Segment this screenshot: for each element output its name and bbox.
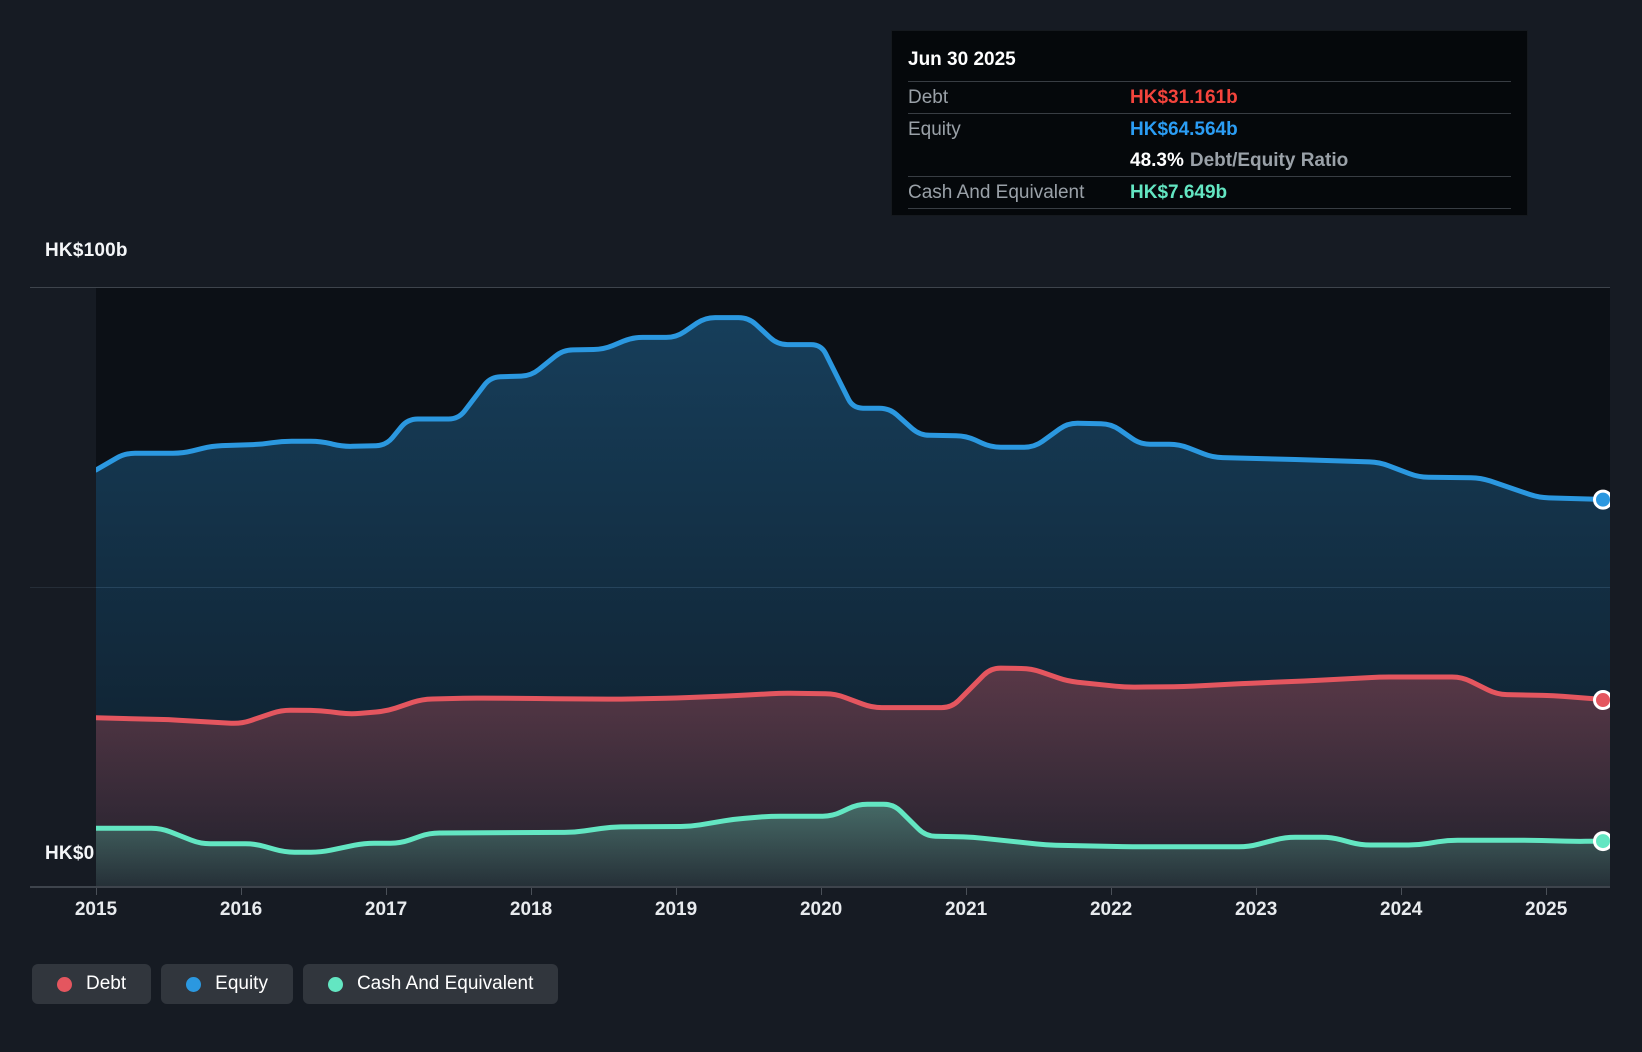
legend-cash-label: Cash And Equivalent — [356, 973, 534, 994]
x-tick-mark — [1256, 888, 1258, 895]
tooltip-ratio-label: Debt/Equity Ratio — [1189, 149, 1349, 171]
legend-equity-label: Equity — [215, 973, 268, 994]
chart-tooltip: Jun 30 2025 Debt HK$31.161b Equity HK$64… — [891, 30, 1528, 216]
x-tick-mark — [821, 888, 823, 895]
cash-and-equivalent-line — [96, 801, 1610, 855]
x-tick-label-2015: 2015 — [74, 899, 118, 920]
tooltip-row-cash: Cash And Equivalent HK$7.649b — [908, 177, 1511, 209]
tooltip-equity-label: Equity — [908, 118, 961, 140]
x-tick-label-2021: 2021 — [944, 899, 988, 920]
equity-end-marker — [1593, 489, 1610, 510]
x-tick-label-2018: 2018 — [509, 899, 553, 920]
x-tick-label-2016: 2016 — [219, 899, 263, 920]
tooltip-cash-value: HK$7.649b — [1130, 181, 1228, 203]
debt-line — [96, 665, 1610, 726]
cash-and-equivalent-area — [96, 804, 1610, 887]
y-axis-label-bottom: HK$0 — [45, 843, 95, 864]
tooltip-cash-label: Cash And Equivalent — [908, 181, 1085, 203]
chart-legend: Debt Equity Cash And Equivalent — [32, 964, 559, 1004]
gridline-100b — [30, 287, 1610, 288]
tooltip-debt-label: Debt — [908, 86, 949, 108]
tooltip-ratio-value: 48.3% — [1130, 149, 1184, 171]
tooltip-date: Jun 30 2025 — [908, 41, 1511, 82]
equity-color-dot — [186, 976, 202, 992]
x-tick-label-2022: 2022 — [1089, 899, 1133, 920]
tooltip-row-debt: Debt HK$31.161b — [908, 82, 1511, 114]
x-tick-label-2024: 2024 — [1380, 899, 1423, 920]
legend-item-equity[interactable]: Equity — [161, 964, 293, 1004]
x-tick-mark — [1111, 888, 1113, 895]
x-tick-mark — [96, 888, 97, 895]
x-tick-label-2023: 2023 — [1235, 899, 1278, 920]
x-tick-mark — [531, 888, 533, 895]
legend-debt-label: Debt — [86, 973, 127, 994]
tooltip-row-ratio: 48.3% Debt/Equity Ratio — [908, 145, 1511, 177]
cash-and-equivalent-end-marker — [1593, 831, 1610, 852]
x-tick-label-2025: 2025 — [1525, 899, 1568, 920]
x-axis-line — [30, 886, 1610, 888]
cash-color-dot — [327, 976, 343, 992]
tooltip-debt-value: HK$31.161b — [1130, 86, 1238, 108]
tooltip-equity-value: HK$64.564b — [1130, 118, 1238, 140]
x-tick-label-2020: 2020 — [799, 899, 843, 920]
x-tick-mark — [1546, 888, 1548, 895]
x-tick-label-2017: 2017 — [364, 899, 408, 920]
debt-color-dot — [57, 976, 72, 992]
x-tick-mark — [676, 888, 678, 895]
legend-item-cash[interactable]: Cash And Equivalent — [302, 964, 559, 1004]
chart-plot-area[interactable] — [96, 287, 1610, 887]
tooltip-row-equity: Equity HK$64.564b — [908, 114, 1511, 145]
x-tick-label-2019: 2019 — [654, 899, 698, 920]
debt-end-marker — [1593, 690, 1610, 711]
legend-item-debt[interactable]: Debt — [32, 964, 152, 1004]
x-tick-mark — [1401, 888, 1403, 895]
y-axis-label-top: HK$100b — [45, 240, 128, 261]
x-tick-mark — [241, 888, 243, 895]
x-tick-mark — [386, 888, 388, 895]
equity-line — [96, 315, 1610, 503]
x-tick-mark — [966, 888, 968, 895]
